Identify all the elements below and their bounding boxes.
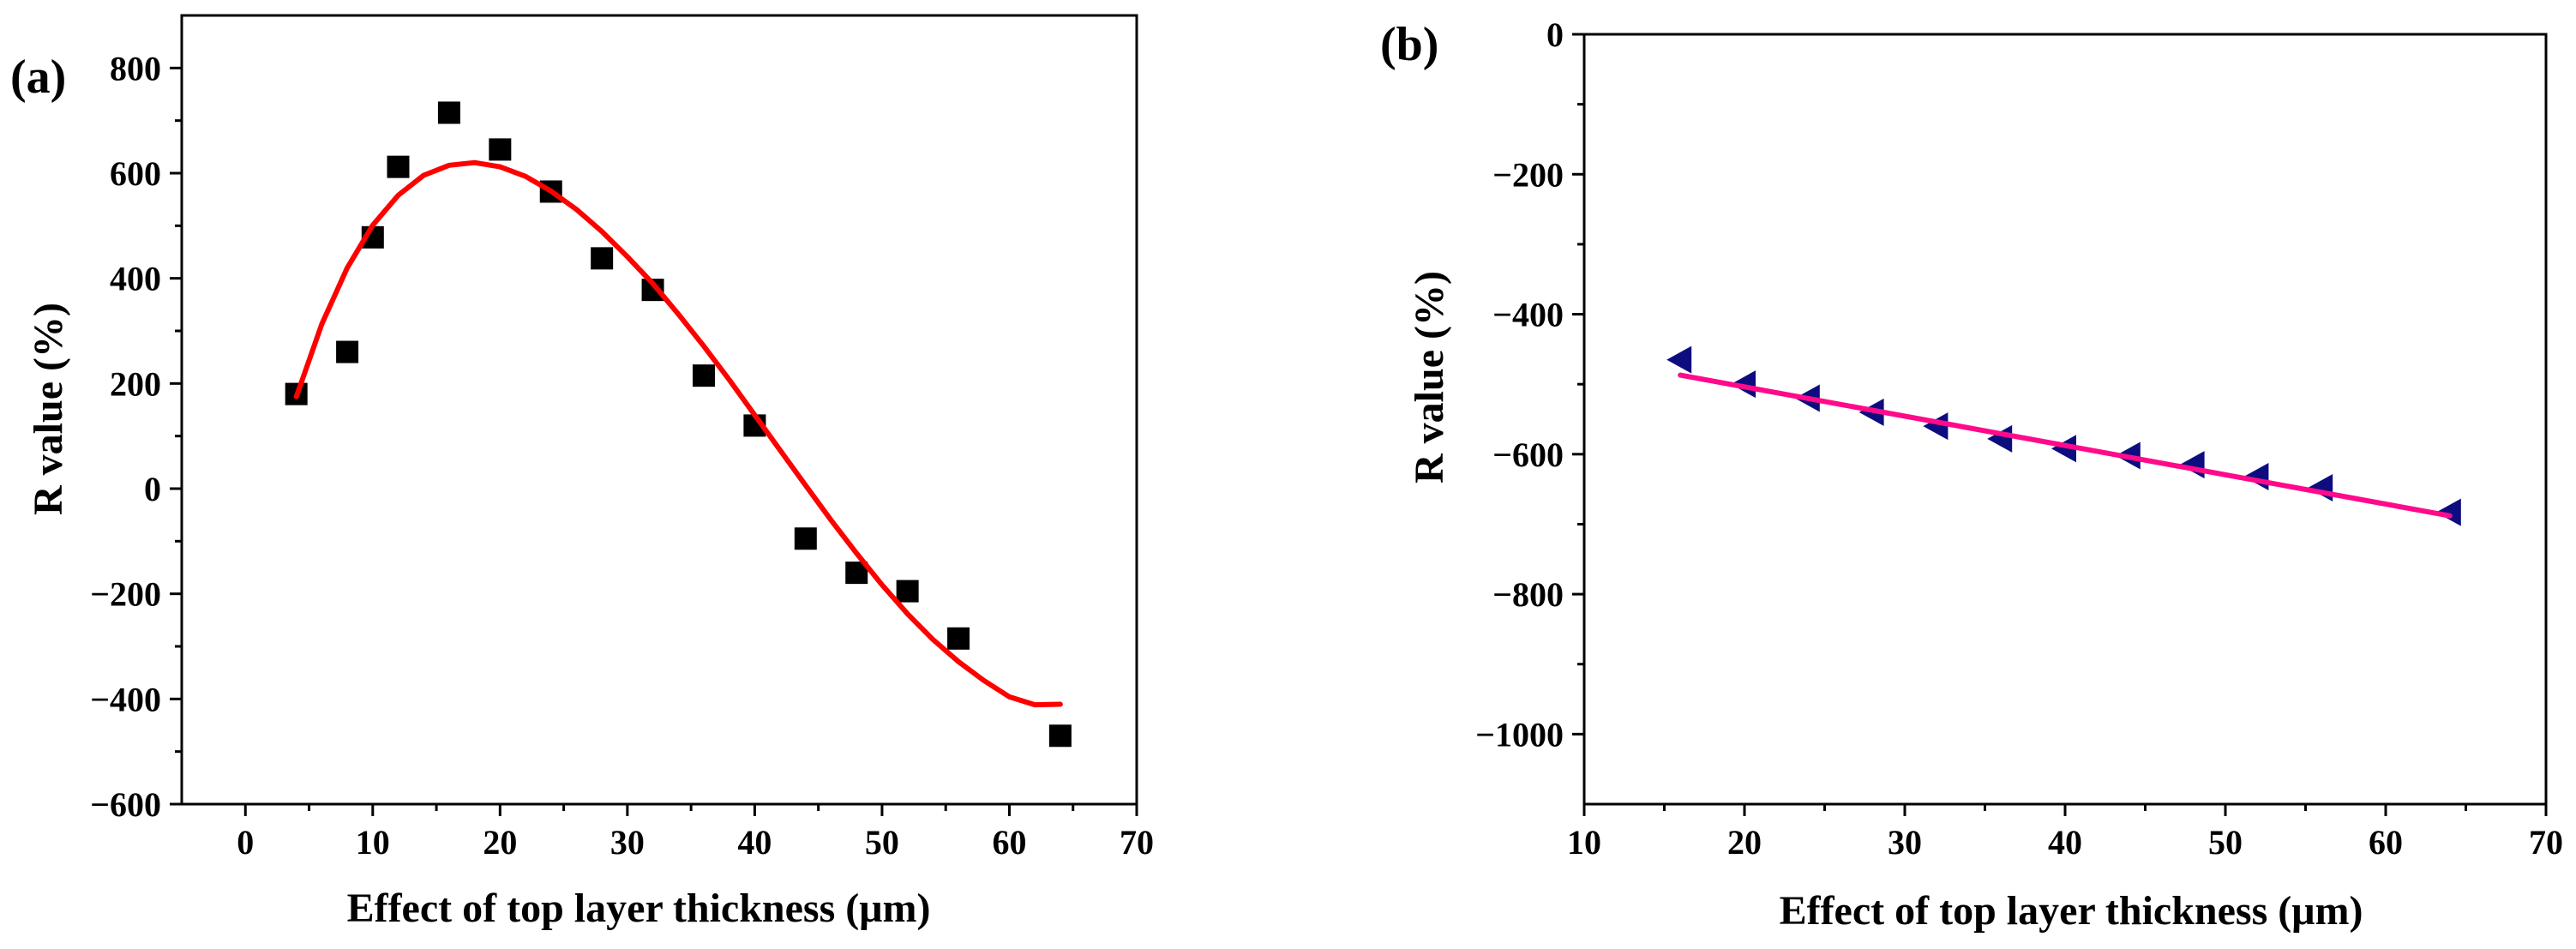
- panel-b-data-point: [1987, 424, 2013, 453]
- panel-a-data-point: [947, 627, 970, 650]
- panel-a-data-point: [1048, 724, 1072, 748]
- panel-a-x-tick-label: 50: [865, 823, 899, 862]
- panel-a-x-tick-label: 30: [610, 823, 645, 862]
- panel-a-y-tick-label: −200: [90, 575, 161, 614]
- panel-b-x-tick-label: 10: [1567, 823, 1601, 862]
- panel-a-plot: 0 10 20 30 40 50 60 70 −600 −400 −200 0 200 400 600 800: [90, 14, 1154, 862]
- panel-b-x-tick-label: 40: [2048, 823, 2082, 862]
- panel-b-x-tick-label: 50: [2208, 823, 2243, 862]
- panel-b-x-tick-label: 20: [1727, 823, 1762, 862]
- panel-a-y-tick-label: 800: [110, 49, 161, 87]
- panel-b-x-tick-label: 30: [1888, 823, 1922, 862]
- panel-a-data-point: [896, 580, 919, 603]
- panel-a-data-point: [387, 155, 410, 178]
- panel-b-data-point: [1666, 345, 1692, 374]
- panel-a-data-point: [336, 340, 359, 363]
- panel-b-label: (b): [1380, 18, 1438, 71]
- panel-a-y-axis-title: R value (%): [26, 303, 71, 515]
- panel-b-y-tick-label: −1000: [1475, 715, 1564, 754]
- panel-b: (b) Effect of top layer thickness (μm) R…: [1380, 15, 2563, 934]
- panel-a-data-point: [591, 247, 614, 270]
- panel-b-x-tick-label: 60: [2369, 823, 2403, 862]
- panel-a-y-tick-label: 400: [110, 260, 161, 298]
- panel-b-y-tick-label: −800: [1492, 575, 1564, 614]
- panel-b-plot: 10 20 30 40 50 60 70 −1000 −800 −600 −400 −200 0: [1475, 15, 2563, 862]
- panel-a-data-point: [794, 527, 817, 550]
- panel-a-x-tick-label: 20: [483, 823, 517, 862]
- panel-b-y-tick-label: −600: [1492, 435, 1564, 474]
- panel-a-fit-line: [293, 159, 1063, 708]
- panel-a-x-tick-label: 40: [737, 823, 772, 862]
- panel-b-y-tick-label: −200: [1492, 155, 1564, 194]
- panel-b-fit-line: [1678, 372, 2453, 519]
- panel-a-data-point: [437, 101, 460, 124]
- panel-a-y-tick-label: 200: [110, 364, 161, 403]
- panel-b-data-point: [2308, 474, 2333, 502]
- panel-b-y-tick-label: −400: [1492, 296, 1564, 334]
- panel-b-y-tick-label: 0: [1546, 15, 1564, 54]
- panel-a-frame: [180, 14, 1138, 806]
- panel-b-x-axis-title: Effect of top layer thickness (μm): [1780, 888, 2363, 934]
- panel-a-y-tick-label: −400: [90, 680, 161, 718]
- panel-a-data-point: [489, 138, 512, 161]
- panel-a-x-tick-label: 0: [237, 823, 254, 862]
- panel-b-x-tick-label: 70: [2529, 823, 2563, 862]
- panel-b-y-axis-title: R value (%): [1407, 271, 1452, 484]
- panel-a-x-tick-label: 70: [1120, 823, 1154, 862]
- panel-a-y-tick-label: −600: [90, 785, 161, 824]
- panel-a-x-axis-title: Effect of top layer thickness (μm): [347, 886, 931, 931]
- panel-a-x-tick-label: 60: [992, 823, 1026, 862]
- panel-a: (a) Effect of top layer thickness (μm) R…: [10, 14, 1154, 931]
- panel-b-data-point: [2051, 435, 2076, 463]
- panel-b-data-point: [2435, 498, 2461, 526]
- panel-a-y-tick-label: 600: [110, 154, 161, 193]
- panel-a-label: (a): [10, 51, 66, 104]
- panel-b-data-point: [1923, 412, 1949, 441]
- panel-a-x-tick-label: 10: [356, 823, 390, 862]
- panel-a-data-point: [692, 364, 715, 387]
- panel-b-frame: [1582, 33, 2548, 806]
- panel-a-y-tick-label: 0: [144, 470, 161, 508]
